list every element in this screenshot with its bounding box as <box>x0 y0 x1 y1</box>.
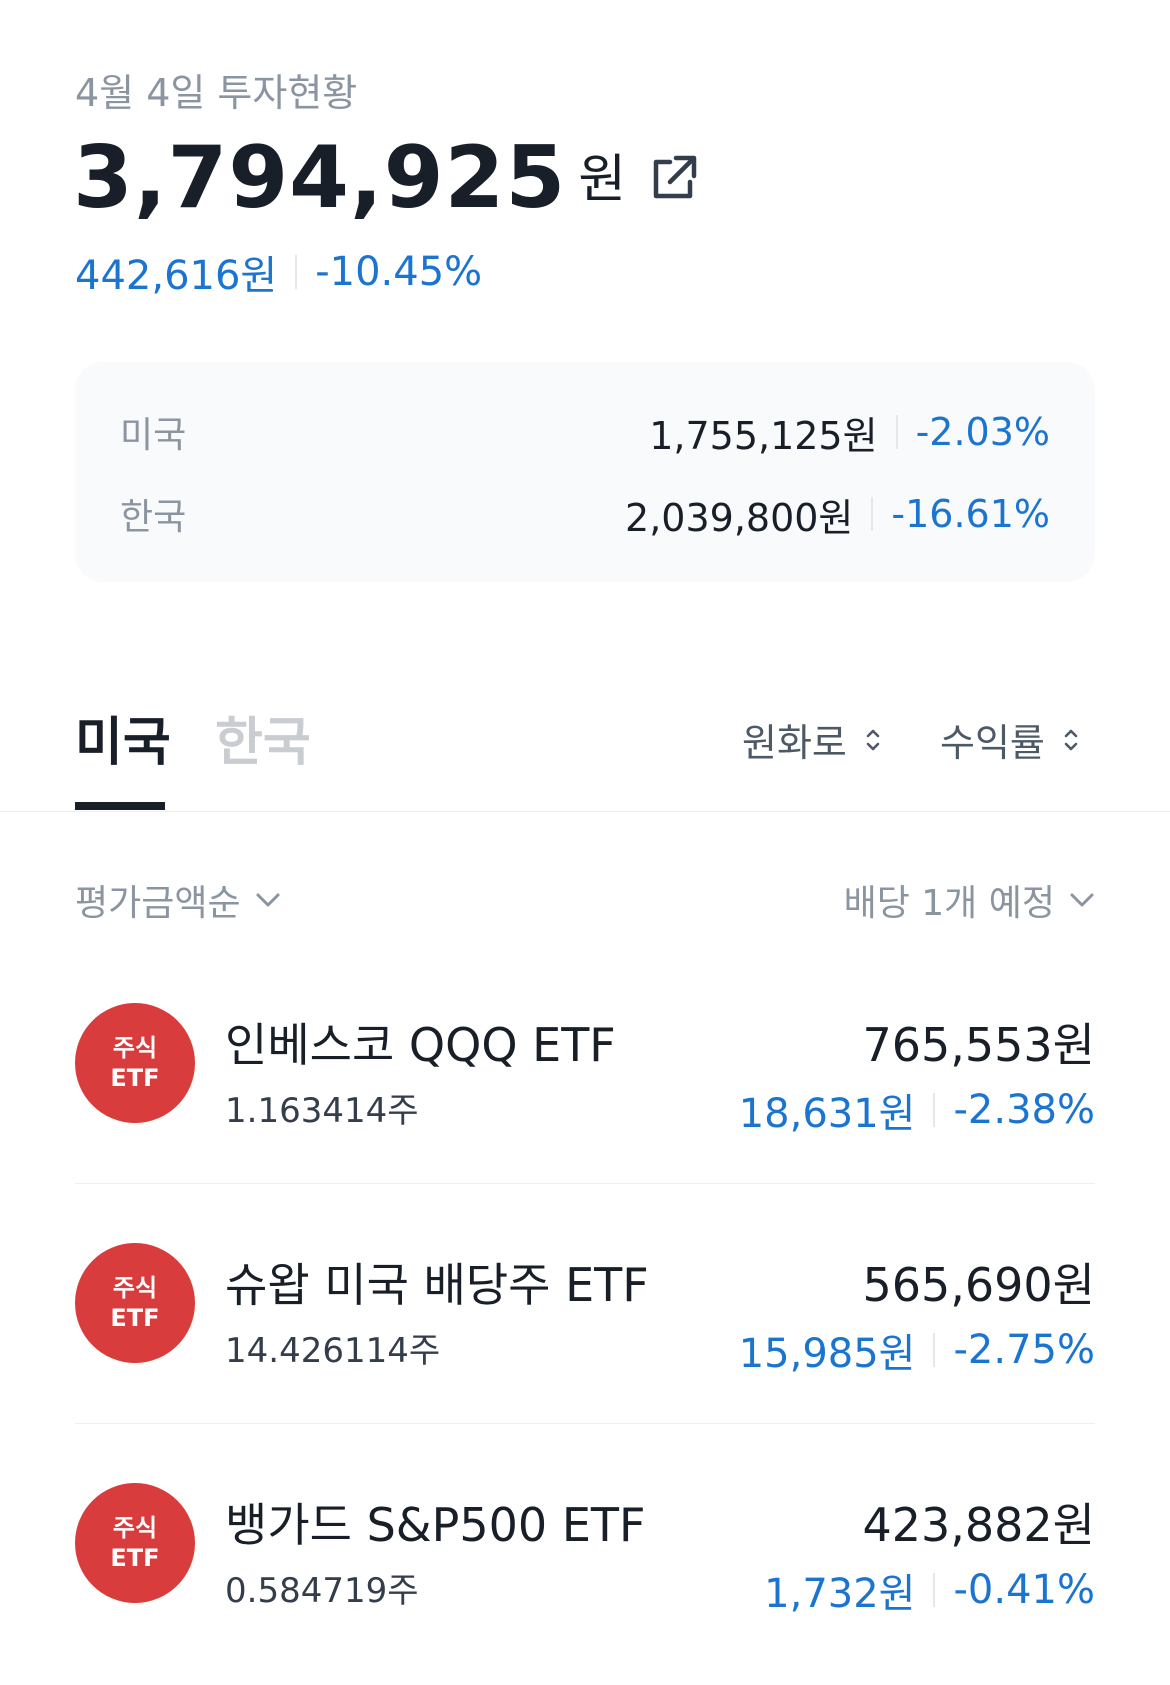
divider <box>871 497 874 531</box>
holding-rate: -2.38% <box>953 1087 1095 1133</box>
holding-name: 인베스코 QQQ ETF <box>225 1018 616 1072</box>
metric-toggle[interactable]: 수익률 <box>940 712 1079 767</box>
row-divider <box>75 1183 1095 1184</box>
badge-line1: 주식 <box>112 1274 158 1302</box>
metric-toggle-label: 수익률 <box>940 721 1045 765</box>
badge-line2: ETF <box>110 1544 160 1572</box>
badge-line1: 주식 <box>112 1514 158 1542</box>
stock-etf-badge: 주식 ETF <box>75 1003 195 1123</box>
row-divider <box>75 1423 1095 1424</box>
market-summary-card: 미국 1,755,125원 -2.03% 한국 2,039,800원 -16.6… <box>75 362 1095 582</box>
stock-etf-badge: 주식 ETF <box>75 1483 195 1603</box>
holding-profit-loss: 15,985원 -2.75% <box>739 1321 1095 1379</box>
holding-shares: 14.426114주 <box>225 1331 441 1371</box>
filter-row: 평가금액순 배당 1개 예정 <box>75 875 1095 925</box>
badge-line1: 주식 <box>112 1034 158 1062</box>
holding-value: 565,690원 <box>862 1258 1095 1312</box>
divider <box>295 255 298 289</box>
profit-rate: -10.45% <box>315 249 483 295</box>
summary-rate: -16.61% <box>891 492 1050 536</box>
holding-profit: 18,631원 <box>738 1091 916 1137</box>
holding-item[interactable]: 주식 ETF 슈왑 미국 배당주 ETF 14.426114주 565,690원… <box>75 1243 1095 1483</box>
summary-rate: -2.03% <box>915 410 1050 454</box>
holding-rate: -0.41% <box>953 1567 1095 1613</box>
divider <box>933 1573 936 1607</box>
sort-order-label: 평가금액순 <box>75 883 241 924</box>
currency-toggle[interactable]: 원화로 <box>742 712 881 767</box>
holding-shares: 0.584719주 <box>225 1571 419 1611</box>
holding-name: 슈왑 미국 배당주 ETF <box>225 1258 649 1312</box>
summary-row-kr[interactable]: 한국 2,039,800원 -16.61% <box>120 489 1050 540</box>
summary-value: 2,039,800원 <box>625 495 854 540</box>
total-amount: 3,794,925 <box>73 128 567 228</box>
summary-value: 1,755,125원 <box>649 413 878 458</box>
summary-label: 한국 <box>120 497 187 538</box>
share-icon[interactable] <box>646 150 702 206</box>
dividend-dropdown[interactable]: 배당 1개 예정 <box>844 874 1095 926</box>
up-down-icon <box>866 729 880 750</box>
total-unit: 원 <box>578 150 627 210</box>
holding-shares: 1.163414주 <box>225 1091 419 1131</box>
dividend-label: 배당 1개 예정 <box>843 883 1055 924</box>
profit-amount: 442,616원 <box>75 253 278 299</box>
chevron-down-icon <box>256 893 280 907</box>
sort-order-dropdown[interactable]: 평가금액순 <box>75 874 281 926</box>
market-tabs: 미국 한국 원화로 수익률 <box>0 700 1170 812</box>
summary-label: 미국 <box>120 415 187 456</box>
stock-etf-badge: 주식 ETF <box>75 1243 195 1363</box>
holding-rate: -2.75% <box>953 1327 1095 1373</box>
tab-kr[interactable]: 한국 <box>215 713 311 773</box>
holding-profit-loss: 18,631원 -2.38% <box>739 1081 1095 1139</box>
divider <box>933 1333 936 1367</box>
holding-value: 423,882원 <box>862 1498 1095 1552</box>
tab-us[interactable]: 미국 <box>75 713 171 773</box>
chevron-down-icon <box>1070 893 1094 907</box>
total-profit: 442,616원 -10.45% <box>75 243 482 301</box>
divider <box>933 1093 936 1127</box>
active-tab-indicator <box>75 802 165 810</box>
holding-name: 뱅가드 S&P500 ETF <box>225 1498 646 1552</box>
summary-row-us[interactable]: 미국 1,755,125원 -2.03% <box>120 407 1050 458</box>
date-title: 4월 4일 투자현황 <box>75 71 358 115</box>
up-down-icon <box>1064 729 1078 750</box>
holding-profit-loss: 1,732원 -0.41% <box>764 1561 1095 1619</box>
holding-profit: 1,732원 <box>764 1571 916 1617</box>
divider <box>895 415 898 449</box>
holding-value: 765,553원 <box>862 1018 1095 1072</box>
holding-profit: 15,985원 <box>738 1331 916 1377</box>
badge-line2: ETF <box>110 1304 160 1332</box>
holding-item[interactable]: 주식 ETF 뱅가드 S&P500 ETF 0.584719주 423,882원… <box>75 1483 1095 1685</box>
holding-item[interactable]: 주식 ETF 인베스코 QQQ ETF 1.163414주 765,553원 1… <box>75 1003 1095 1243</box>
currency-toggle-label: 원화로 <box>742 721 847 765</box>
badge-line2: ETF <box>110 1064 160 1092</box>
total-assets: 3,794,925 원 <box>73 130 702 226</box>
